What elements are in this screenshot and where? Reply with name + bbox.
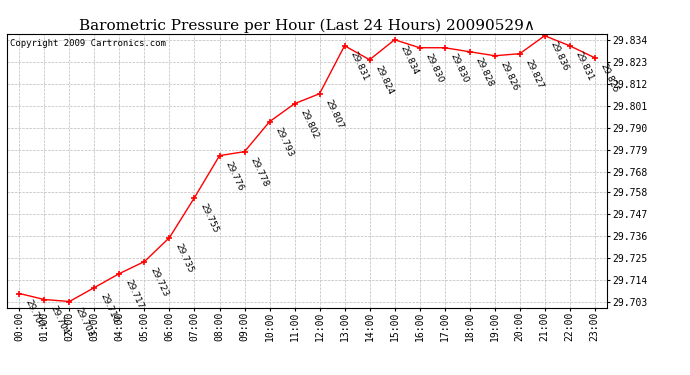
Text: 29.717: 29.717 — [124, 278, 145, 310]
Text: 29.707: 29.707 — [23, 298, 45, 330]
Text: 29.828: 29.828 — [474, 56, 495, 88]
Text: 29.836: 29.836 — [549, 40, 571, 72]
Text: 29.830: 29.830 — [424, 52, 445, 84]
Text: 29.825: 29.825 — [599, 62, 620, 94]
Text: 29.776: 29.776 — [224, 160, 245, 192]
Text: 29.703: 29.703 — [74, 306, 95, 338]
Text: 29.735: 29.735 — [174, 242, 195, 274]
Text: 29.723: 29.723 — [148, 266, 170, 298]
Text: 29.831: 29.831 — [348, 50, 371, 82]
Text: 29.793: 29.793 — [274, 126, 295, 158]
Text: 29.802: 29.802 — [299, 108, 320, 140]
Text: 29.710: 29.710 — [99, 292, 120, 324]
Text: 29.826: 29.826 — [499, 60, 520, 92]
Text: 29.831: 29.831 — [574, 50, 595, 82]
Title: Barometric Pressure per Hour (Last 24 Hours) 20090529∧: Barometric Pressure per Hour (Last 24 Ho… — [79, 18, 535, 33]
Text: 29.824: 29.824 — [374, 64, 395, 96]
Text: 29.827: 29.827 — [524, 58, 545, 90]
Text: Copyright 2009 Cartronics.com: Copyright 2009 Cartronics.com — [10, 39, 166, 48]
Text: 29.834: 29.834 — [399, 44, 420, 76]
Text: 29.830: 29.830 — [448, 52, 471, 84]
Text: 29.704: 29.704 — [48, 304, 70, 336]
Text: 29.755: 29.755 — [199, 202, 220, 234]
Text: 29.778: 29.778 — [248, 156, 270, 188]
Text: 29.807: 29.807 — [324, 98, 345, 130]
